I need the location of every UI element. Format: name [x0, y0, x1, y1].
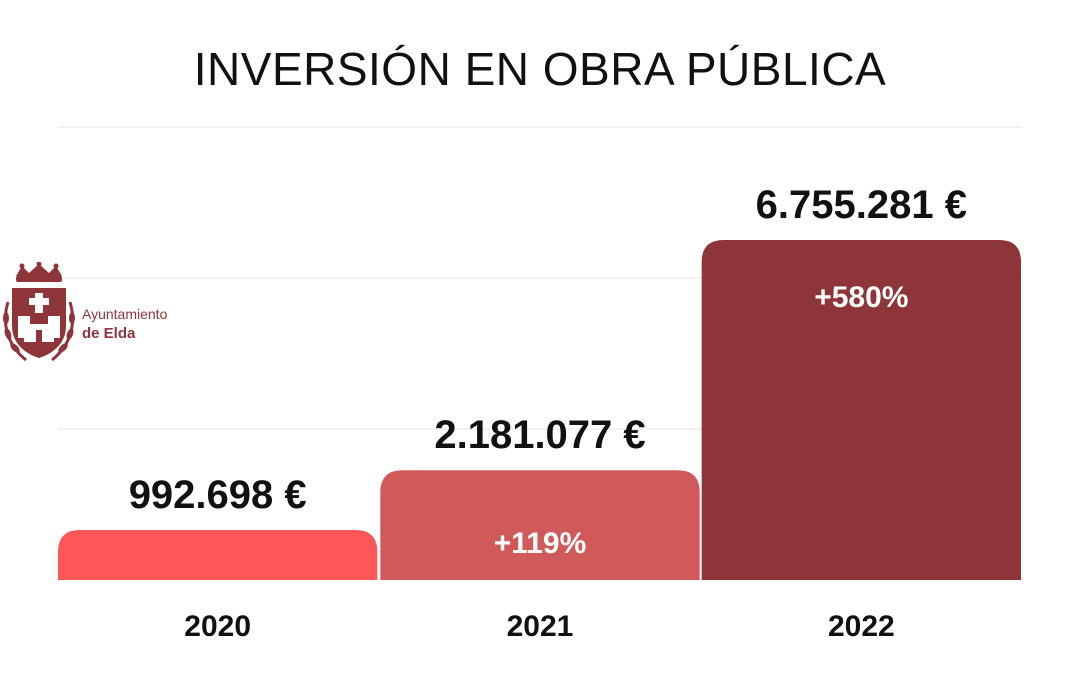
- x-tick-label-2022: 2022: [828, 610, 895, 643]
- chart-title: INVERSIÓN EN OBRA PÚBLICA: [193, 43, 887, 95]
- bar-2020: [58, 530, 378, 580]
- logo-text-de-elda: de Elda: [82, 325, 136, 342]
- coat-of-arms-icon: [3, 262, 75, 362]
- bar-2022: [701, 239, 1021, 580]
- x-tick-label-2021: 2021: [507, 610, 574, 643]
- bar-2021: [380, 470, 700, 580]
- value-label-2022: 6.755.281 €: [756, 183, 967, 227]
- value-label-2021: 2.181.077 €: [434, 413, 645, 457]
- x-tick-label-2020: 2020: [184, 610, 251, 643]
- value-label-2020: 992.698 €: [129, 473, 307, 517]
- change-label-2022: +580%: [814, 281, 908, 314]
- change-label-2021: +119%: [494, 527, 587, 560]
- logo-text-ayuntamiento: Ayuntamiento: [82, 306, 168, 322]
- ayuntamiento-elda-logo: Ayuntamiento de Elda: [2, 262, 202, 372]
